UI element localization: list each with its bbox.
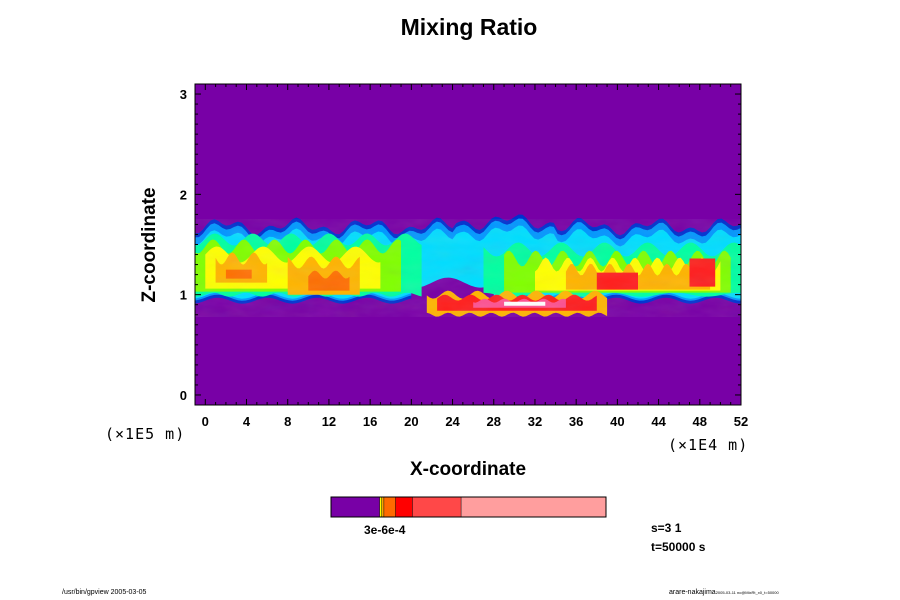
colorbar-segment (381, 497, 384, 517)
mixing-field (195, 214, 741, 317)
y-tick-label: 2 (180, 187, 187, 202)
time-label: t=50000 s (651, 540, 706, 554)
x-tick-label: 12 (322, 414, 336, 429)
x-tick-label: 44 (651, 414, 666, 429)
footer-left: /usr/bin/gpview 2005-03-05 (62, 589, 147, 596)
colorbar (330, 496, 607, 518)
y-tick-label: 3 (180, 87, 187, 102)
x-tick-label: 24 (445, 414, 460, 429)
x-tick-label: 20 (404, 414, 418, 429)
x-axis-label: X-coordinate (409, 459, 527, 480)
x-scale-factor: (×1E4 m) (668, 436, 749, 454)
x-tick-label: 52 (734, 414, 748, 429)
x-tick-label: 48 (693, 414, 707, 429)
y-tick-label: 1 (180, 288, 187, 303)
footer-right: arare-nakajima2005-03-11 nc@MixRt_x0_t=5… (669, 589, 779, 596)
x-tick-label: 8 (284, 414, 291, 429)
colorbar-segment (331, 497, 380, 517)
colorbar-segment (395, 497, 413, 517)
y-tick-label: 0 (180, 388, 187, 403)
colorbar-segment (383, 497, 396, 517)
footer-detail: 2005-03-11 nc@MixRt_x0_t=50000 (715, 590, 779, 595)
turbulence-texture (195, 219, 741, 317)
colorbar-frame (330, 496, 607, 518)
colorbar-tick-label: 3e-6e-4 (364, 523, 406, 537)
plot-area (194, 83, 742, 406)
colorbar-segment (379, 497, 382, 517)
step-label: s=3 1 (651, 521, 682, 535)
colorbar-segment (412, 497, 462, 517)
y-axis-ticks: 0 1 2 3 (180, 87, 741, 403)
y-axis-label: Z-coordinate (139, 187, 160, 303)
chart-title: Mixing Ratio (400, 14, 538, 40)
x-tick-label: 32 (528, 414, 542, 429)
x-tick-label: 36 (569, 414, 583, 429)
x-tick-label: 0 (202, 414, 209, 429)
colorbar-segment (461, 497, 606, 517)
x-tick-label: 16 (363, 414, 377, 429)
x-tick-label: 4 (243, 414, 251, 429)
x-tick-label: 28 (487, 414, 501, 429)
x-tick-label: 40 (610, 414, 624, 429)
x-axis-ticks: 0 4 8 12 16 20 24 28 32 36 40 44 48 52 (194, 84, 748, 429)
z-scale-factor: (×1E5 m) (105, 425, 186, 443)
footer-user: arare-nakajima (669, 589, 716, 596)
